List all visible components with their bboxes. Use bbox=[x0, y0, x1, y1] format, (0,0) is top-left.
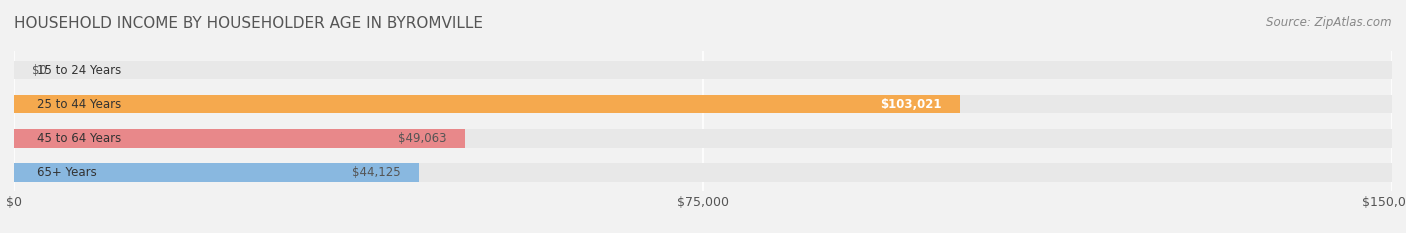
Text: $44,125: $44,125 bbox=[353, 166, 401, 179]
Bar bbox=[14, 163, 1392, 182]
Text: Source: ZipAtlas.com: Source: ZipAtlas.com bbox=[1267, 16, 1392, 29]
Text: $49,063: $49,063 bbox=[398, 132, 446, 145]
Bar bbox=[14, 61, 1392, 79]
Text: 45 to 64 Years: 45 to 64 Years bbox=[37, 132, 121, 145]
Text: 15 to 24 Years: 15 to 24 Years bbox=[37, 64, 121, 76]
Text: $103,021: $103,021 bbox=[880, 98, 942, 111]
Text: $0: $0 bbox=[32, 64, 48, 76]
Text: 65+ Years: 65+ Years bbox=[37, 166, 97, 179]
Bar bbox=[14, 129, 1392, 147]
Text: 25 to 44 Years: 25 to 44 Years bbox=[37, 98, 121, 111]
Bar bbox=[14, 163, 419, 182]
Text: HOUSEHOLD INCOME BY HOUSEHOLDER AGE IN BYROMVILLE: HOUSEHOLD INCOME BY HOUSEHOLDER AGE IN B… bbox=[14, 16, 484, 31]
Bar bbox=[14, 95, 960, 113]
Bar bbox=[14, 95, 1392, 113]
Bar bbox=[14, 129, 465, 147]
